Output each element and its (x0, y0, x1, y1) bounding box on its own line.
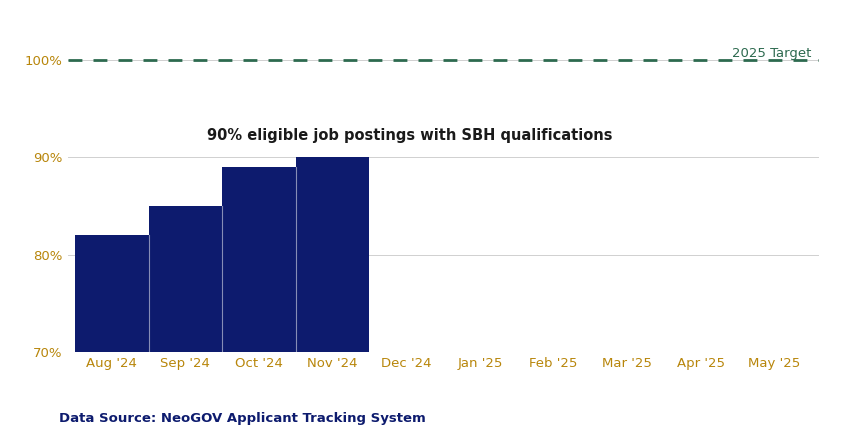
Polygon shape (75, 157, 370, 352)
Text: 2025 Target: 2025 Target (732, 47, 811, 60)
Text: Data Source: NeoGOV Applicant Tracking System: Data Source: NeoGOV Applicant Tracking S… (59, 412, 426, 425)
Text: 90% eligible job postings with SBH qualifications: 90% eligible job postings with SBH quali… (208, 128, 613, 143)
